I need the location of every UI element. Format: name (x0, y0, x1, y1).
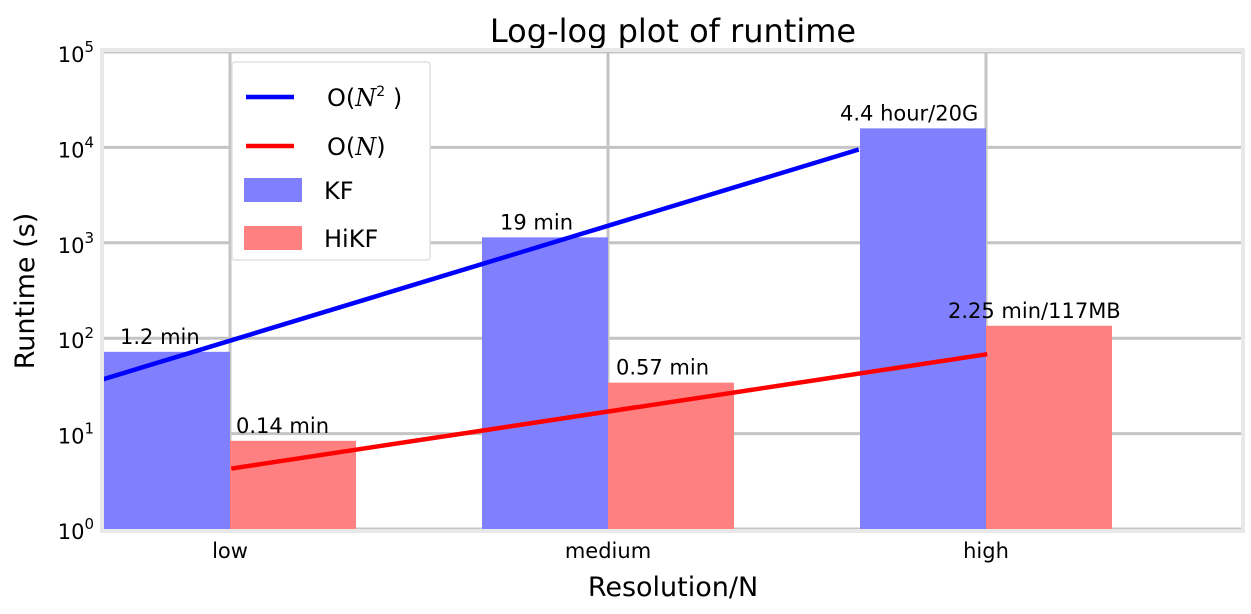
bar-hikf-medium (608, 382, 734, 529)
plot-frame (100, 48, 1245, 533)
y-tick-label: 104 (58, 133, 94, 162)
bars (104, 128, 1112, 529)
legend-entry-label: KF (324, 177, 354, 205)
y-axis-label: Runtime (s) (10, 213, 41, 370)
bar-kf-low (104, 351, 230, 529)
chart-title: Log-log plot of runtime (490, 12, 856, 50)
bar-data-label: 0.14 min (236, 414, 329, 438)
bar-data-label: 4.4 hour/20G (840, 101, 978, 125)
series-lines (102, 147, 988, 471)
bar-data-label: 0.57 min (616, 356, 709, 380)
legend: O(N2 ) O(N) KF HiKF (231, 61, 431, 261)
y-tick-label: 101 (58, 420, 94, 449)
y-tick-label: 102 (58, 324, 94, 353)
y-tick-labels: 100 101 102 103 104 105 (58, 38, 94, 544)
y-tick-label: 105 (58, 38, 94, 67)
bar-hikf-high (986, 325, 1112, 529)
y-tick-label: 100 (58, 515, 94, 544)
bar-hikf-low (230, 440, 356, 529)
legend-entry-label: O(N2 ) (327, 84, 402, 112)
bar-labels: 1.2 min 19 min 4.4 hour/20G 0.14 min 0.57 mi… (120, 101, 1121, 437)
y-tick-label: 103 (58, 229, 94, 258)
x-axis-label: Resolution/N (588, 572, 758, 603)
legend-box (231, 61, 431, 261)
bar-data-label: 19 min (500, 210, 573, 234)
line-linear (230, 351, 988, 471)
legend-bar-swatch (244, 178, 302, 202)
bar-kf-high (860, 128, 986, 529)
x-tick-label: medium (565, 539, 651, 563)
x-tick-labels: low medium high (212, 539, 1009, 563)
bar-data-label: 2.25 min/117MB (948, 299, 1121, 323)
bar-kf-medium (482, 237, 608, 529)
legend-bar-swatch (244, 226, 302, 250)
legend-entry-label: HiKF (324, 225, 378, 253)
x-tick-label: high (963, 539, 1009, 563)
line-quadratic (102, 147, 860, 382)
bar-data-label: 1.2 min (120, 325, 200, 349)
x-tick-label: low (212, 539, 248, 563)
legend-entry-label: O(N) (327, 133, 386, 161)
